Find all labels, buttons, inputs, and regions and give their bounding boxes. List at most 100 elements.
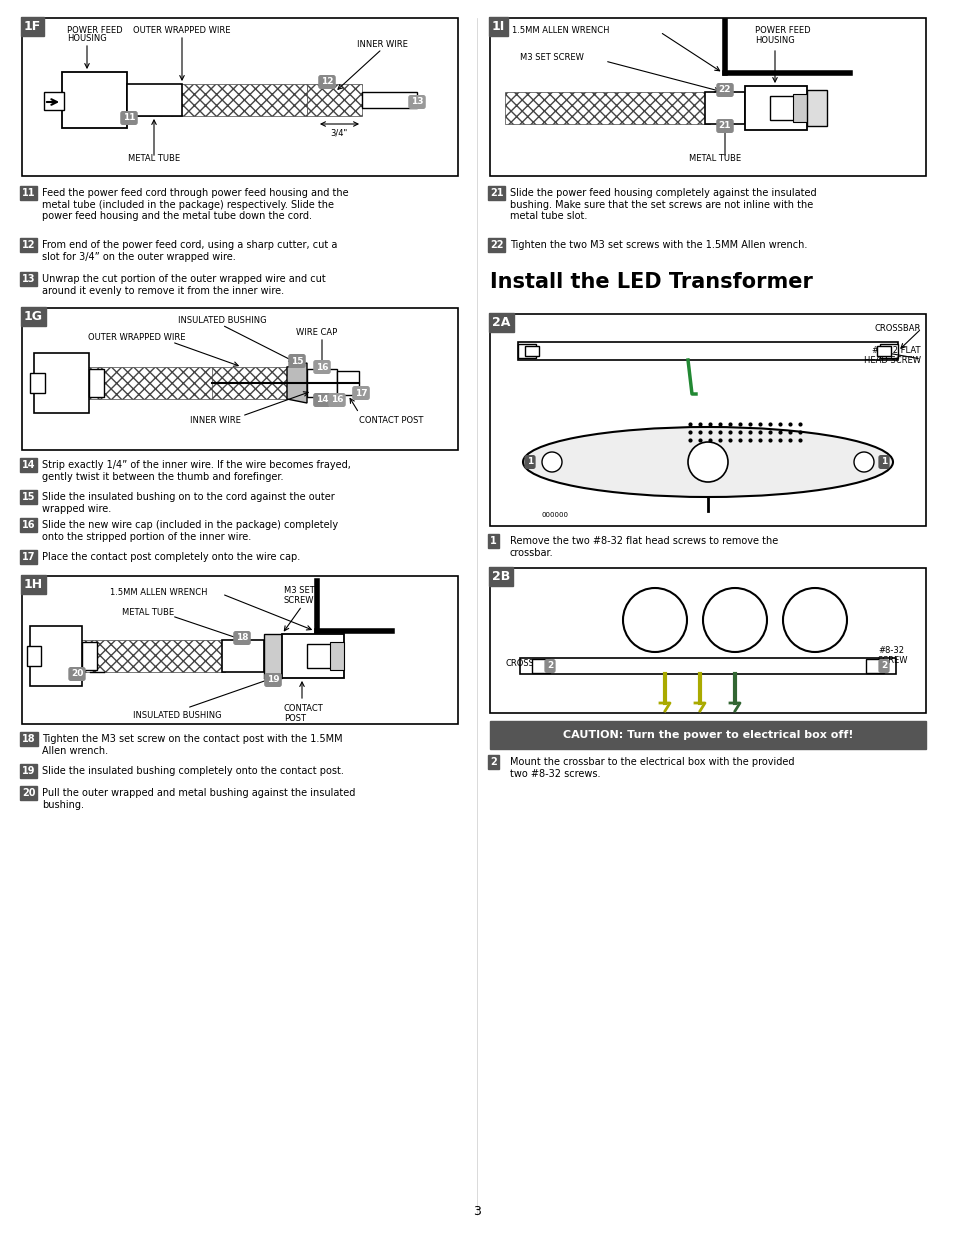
Bar (865, 659, 883, 673)
Bar (532, 659, 550, 673)
Text: #8-32 FLAT
HEAD SCREW: #8-32 FLAT HEAD SCREW (863, 346, 920, 366)
Text: 11: 11 (22, 188, 35, 198)
Text: 1G: 1G (24, 310, 43, 324)
Text: METAL TUBE: METAL TUBE (122, 608, 174, 618)
Text: Slide the power feed housing completely against the insulated
bushing. Make sure: Slide the power feed housing completely … (510, 188, 816, 221)
Bar (307, 369, 336, 396)
Text: WIRE CAP: WIRE CAP (296, 329, 337, 337)
Text: Slide the new wire cap (included in the package) completely
onto the stripped po: Slide the new wire cap (included in the … (42, 520, 337, 542)
Text: 2: 2 (546, 662, 553, 671)
Bar (112, 84, 307, 116)
Bar (222, 640, 264, 672)
Bar (44, 367, 213, 399)
Text: 1.5MM ALLEN WRENCH: 1.5MM ALLEN WRENCH (110, 588, 208, 597)
Text: 16: 16 (22, 520, 35, 530)
Text: 22: 22 (490, 240, 503, 249)
Bar (517, 342, 897, 359)
Bar (490, 19, 925, 177)
Text: 15: 15 (22, 492, 35, 501)
Circle shape (687, 442, 727, 482)
Bar (361, 91, 416, 107)
Text: Tighten the two M3 set screws with the 1.5MM Allen wrench.: Tighten the two M3 set screws with the 1… (510, 240, 806, 249)
Bar (22, 576, 457, 724)
Text: 1H: 1H (24, 578, 43, 592)
Text: Feed the power feed cord through power feed housing and the
metal tube (included: Feed the power feed cord through power f… (42, 188, 348, 221)
Text: CAUTION: Turn the power to electrical box off!: CAUTION: Turn the power to electrical bo… (562, 730, 852, 740)
Bar (89, 369, 104, 396)
Bar (307, 84, 361, 116)
Bar (490, 721, 925, 748)
Bar (264, 634, 282, 678)
Text: M3 SET
SCREW: M3 SET SCREW (284, 585, 314, 605)
Text: 1I: 1I (492, 20, 505, 33)
Text: CONTACT
POST: CONTACT POST (284, 704, 323, 724)
Text: POWER FEED
HOUSING: POWER FEED HOUSING (754, 26, 810, 46)
Text: 21: 21 (490, 188, 503, 198)
Text: 16: 16 (331, 395, 343, 405)
Text: INSULATED BUSHING: INSULATED BUSHING (132, 711, 221, 720)
Bar (22, 19, 457, 177)
Text: CROSSBAR: CROSSBAR (505, 659, 552, 668)
Text: 3: 3 (473, 1205, 480, 1218)
Text: OUTER WRAPPED WIRE: OUTER WRAPPED WIRE (133, 26, 231, 35)
Text: Tighten the M3 set screw on the contact post with the 1.5MM
Allen wrench.: Tighten the M3 set screw on the contact … (42, 734, 342, 756)
Text: 18: 18 (22, 734, 35, 743)
Text: 1: 1 (880, 457, 886, 467)
Bar (127, 84, 182, 116)
Text: 2B: 2B (492, 571, 510, 583)
Text: INNER WIRE: INNER WIRE (356, 40, 407, 49)
Bar (704, 91, 744, 124)
Bar (34, 353, 89, 412)
Text: 12: 12 (320, 78, 333, 86)
Text: 15: 15 (291, 357, 303, 366)
Bar (524, 346, 538, 356)
Text: Slide the insulated bushing completely onto the contact post.: Slide the insulated bushing completely o… (42, 766, 343, 776)
Text: 2: 2 (880, 662, 886, 671)
Text: 18: 18 (235, 634, 248, 642)
Bar (336, 370, 358, 395)
Bar (30, 626, 82, 685)
Bar (30, 373, 45, 393)
Text: 19: 19 (22, 766, 35, 776)
Text: From end of the power feed cord, using a sharp cutter, cut a
slot for 3/4” on th: From end of the power feed cord, using a… (42, 240, 337, 262)
Bar (282, 634, 344, 678)
Text: 20: 20 (22, 788, 35, 798)
Bar (27, 646, 41, 666)
Text: Install the LED Transformer: Install the LED Transformer (490, 272, 812, 291)
Text: 1F: 1F (24, 20, 41, 33)
Text: 13: 13 (22, 274, 35, 284)
Text: 21: 21 (718, 121, 731, 131)
Bar (22, 308, 457, 450)
Text: Place the contact post completely onto the wire cap.: Place the contact post completely onto t… (42, 552, 300, 562)
Text: Strip exactly 1/4” of the inner wire. If the wire becomes frayed,
gently twist i: Strip exactly 1/4” of the inner wire. If… (42, 459, 351, 482)
Bar (490, 568, 925, 713)
Bar (519, 658, 895, 674)
Ellipse shape (522, 427, 892, 496)
Text: OUTER WRAPPED WIRE: OUTER WRAPPED WIRE (89, 333, 186, 342)
Text: 14: 14 (22, 459, 35, 471)
Bar (806, 90, 826, 126)
Circle shape (702, 588, 766, 652)
Text: 17: 17 (22, 552, 35, 562)
Text: 17: 17 (355, 389, 367, 398)
Text: 1.5MM ALLEN WRENCH: 1.5MM ALLEN WRENCH (512, 26, 609, 35)
Text: Pull the outer wrapped and metal bushing against the insulated
bushing.: Pull the outer wrapped and metal bushing… (42, 788, 355, 810)
Text: CONTACT POST: CONTACT POST (358, 416, 423, 425)
Text: 20: 20 (71, 669, 83, 678)
Text: 19: 19 (267, 676, 279, 684)
Bar (769, 96, 793, 120)
Bar (876, 346, 890, 356)
Text: 000000: 000000 (541, 513, 568, 517)
Text: 13: 13 (411, 98, 423, 106)
Text: METAL TUBE: METAL TUBE (688, 154, 740, 163)
Text: METAL TUBE: METAL TUBE (128, 154, 180, 163)
Text: 14: 14 (315, 395, 328, 405)
Circle shape (622, 588, 686, 652)
Text: Slide the insulated bushing on to the cord against the outer
wrapped wire.: Slide the insulated bushing on to the co… (42, 492, 335, 514)
Text: 2: 2 (490, 757, 497, 767)
Text: INNER WIRE: INNER WIRE (190, 416, 240, 425)
Text: 1: 1 (490, 536, 497, 546)
Bar (82, 642, 97, 671)
Bar (504, 91, 709, 124)
Bar (44, 91, 64, 110)
